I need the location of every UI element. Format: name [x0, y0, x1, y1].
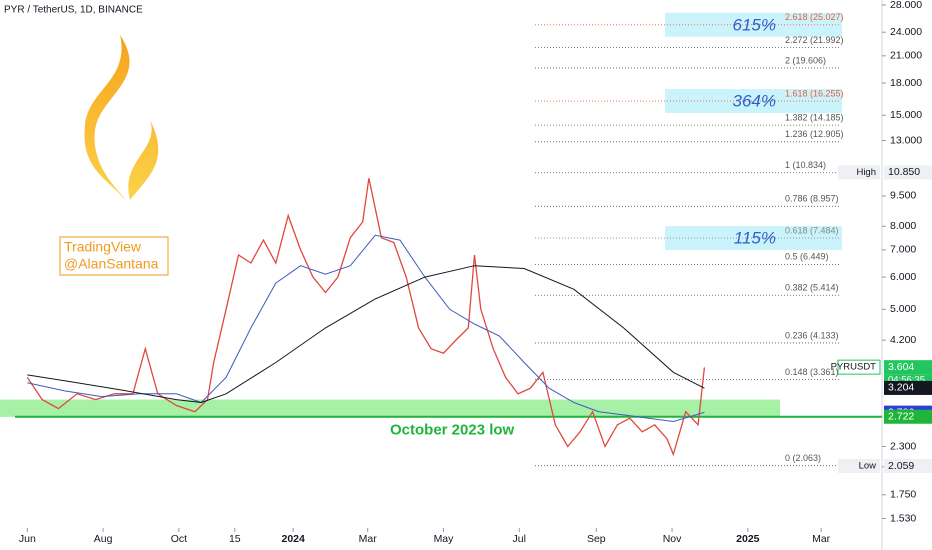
fib-label: 2.272 (21.992) [785, 35, 844, 45]
y-tick-label: 15.000 [890, 109, 922, 121]
y-tick-label: 4.200 [890, 334, 916, 346]
price-badge-label: 3.604 [888, 361, 914, 373]
chart-title: PYR / TetherUS, 1D, BINANCE [4, 5, 143, 16]
price-line [27, 234, 705, 423]
fib-label: 0.148 (3.361) [785, 367, 839, 377]
y-tick-label: 18.000 [890, 77, 922, 89]
y-tick-label: 24.000 [890, 26, 922, 38]
x-tick-label: 2025 [736, 533, 760, 545]
y-tick-label: 9.500 [890, 190, 916, 202]
fib-label: 1.236 (12.905) [785, 129, 844, 139]
fib-label: 0 (2.063) [785, 453, 821, 463]
badge-name-box [838, 459, 880, 474]
badge-name: PYRUSDT [831, 362, 877, 373]
x-tick-label: 15 [229, 533, 241, 545]
y-tick-label: 7.000 [890, 244, 916, 256]
watermark-box [59, 236, 169, 276]
badge-name: Low [859, 461, 877, 472]
x-tick-label: May [434, 533, 455, 545]
badge-timer: 04:56:35 [888, 375, 925, 386]
fib-label: 2.618 (25.027) [785, 12, 844, 22]
price-badge [884, 360, 932, 375]
fib-label: 0.5 (6.449) [785, 252, 829, 262]
y-tick-label: 5.000 [890, 303, 916, 315]
price-badge [884, 380, 932, 395]
fib-label: 0.618 (7.484) [785, 225, 839, 235]
price-line [27, 265, 705, 404]
price-line [26, 178, 706, 457]
support-zone [0, 399, 780, 417]
price-badge-label: 10.850 [888, 166, 920, 178]
price-badge-label: 2.722 [888, 411, 914, 423]
x-tick-label: Nov [663, 533, 682, 545]
x-tick-label: Jun [19, 533, 36, 545]
fib-label: 0.236 (4.133) [785, 330, 839, 340]
badge-name: High [856, 167, 876, 178]
watermark: TradingView [64, 239, 142, 255]
fib-label: 1.618 (16.255) [785, 88, 844, 98]
y-tick-label: 1.750 [890, 489, 916, 501]
price-badge [884, 165, 932, 180]
x-tick-label: Mar [359, 533, 378, 545]
fib-label: 1.382 (14.185) [785, 112, 844, 122]
x-tick-label: 2024 [281, 533, 305, 545]
y-tick-label: 2.300 [890, 440, 916, 452]
y-tick-label: 8.000 [890, 220, 916, 232]
price-badge [884, 409, 932, 424]
x-tick-label: Oct [171, 533, 187, 545]
fib-label: 0.382 (5.414) [785, 283, 839, 293]
y-tick-label: 28.000 [890, 0, 922, 11]
price-badge [884, 459, 932, 474]
x-tick-label: Jul [513, 533, 526, 545]
fib-label: 1 (10.834) [785, 160, 826, 170]
badge-name-box [837, 359, 881, 375]
y-tick-label: 13.000 [890, 134, 922, 146]
x-tick-label: Mar [812, 533, 831, 545]
fib-label: 2 (19.606) [785, 55, 826, 65]
watermark: @AlanSantana [64, 256, 159, 272]
y-tick-label: 1.530 [890, 512, 916, 524]
price-badge-label: 3.204 [888, 382, 914, 394]
price-badge-label: 2.059 [888, 460, 914, 472]
y-tick-label: 21.000 [890, 50, 922, 62]
badge-name-box [838, 165, 880, 180]
fib-label: 0.786 (8.957) [785, 194, 839, 204]
support-label: October 2023 low [390, 422, 515, 439]
x-tick-label: Sep [587, 533, 606, 545]
y-tick-label: 6.000 [890, 271, 916, 283]
logo [84, 35, 159, 200]
x-tick-label: Aug [94, 533, 113, 545]
